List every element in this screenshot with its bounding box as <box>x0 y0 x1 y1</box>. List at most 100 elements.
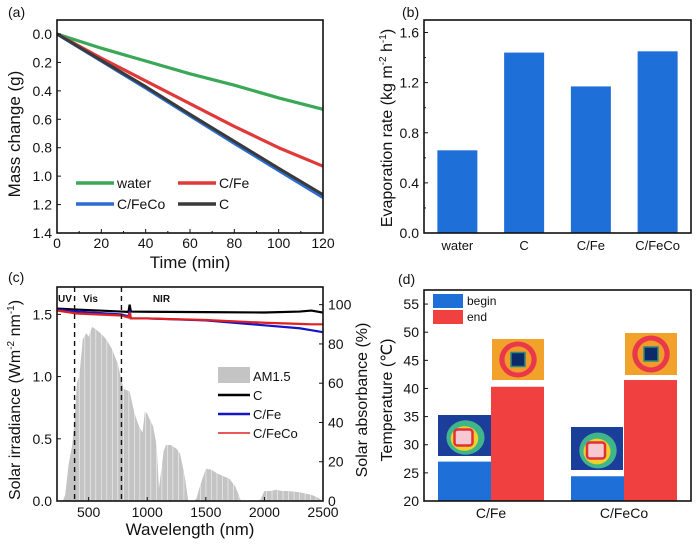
legend-label: C <box>219 196 229 212</box>
series-line-c-fe <box>56 32 324 168</box>
y-tick-label: 0.4 <box>400 175 420 191</box>
y-tick-label: 50 <box>403 324 419 340</box>
legend-label: AM1.5 <box>253 369 291 384</box>
y-tick-label: 20 <box>403 493 419 509</box>
thermal-image-c-feco-begin <box>571 427 623 470</box>
y-tick-label: 0.2 <box>33 54 53 70</box>
y-tick-label: 25 <box>403 465 419 481</box>
panel-c-absorbance-series <box>56 304 324 334</box>
thermal-core <box>510 351 526 368</box>
panel-d-ylabel: Temperature (℃) <box>379 339 396 462</box>
panel-a-ylabel: Mass change (g) <box>5 71 24 198</box>
y-right-tick-label: 20 <box>328 454 344 470</box>
y-tick-label: 0.6 <box>33 111 53 127</box>
absorbance-line-c <box>56 304 324 314</box>
region-label-nir: NIR <box>153 294 171 305</box>
x-tick-label: 500 <box>77 504 101 520</box>
thermal-core <box>585 441 607 460</box>
panel-d-thermal-images <box>438 333 677 470</box>
thermal-image-c-fe-end <box>492 339 544 380</box>
y-tick-label: 45 <box>403 352 419 368</box>
bar-end-c-fe <box>491 386 544 501</box>
x-tick-label: C <box>519 238 528 253</box>
x-tick-label: 1000 <box>132 504 163 520</box>
thermal-core <box>453 428 474 447</box>
ylabel-end: ) <box>379 29 396 34</box>
ylabel-mid: h <box>379 43 396 56</box>
panel-d-axes: 20 25 30 35 40 45 50 55 <box>403 289 692 509</box>
legend-label: C/FeCo <box>253 426 298 441</box>
legend-label: C/Fe <box>253 407 281 422</box>
absorbance-line-c-feco <box>56 309 323 326</box>
ylabel-sup1: -2 <box>6 340 17 349</box>
x-tick-label: C/FeCo <box>600 505 648 521</box>
legend-label: C <box>253 388 262 403</box>
region-label-uv: UV <box>58 294 72 305</box>
thermal-image-c-fe-begin <box>438 415 491 456</box>
panel-d-legend: begin end <box>433 294 496 324</box>
legend-swatch-begin <box>433 294 463 308</box>
y-left-tick-label: 1.0 <box>33 369 53 385</box>
x-tick-label: 80 <box>227 235 243 251</box>
ylabel-end: ) <box>7 300 24 305</box>
plot-frame <box>56 286 324 502</box>
panel-c-label: (c) <box>8 269 24 285</box>
y-tick-label: 55 <box>403 296 419 312</box>
x-tick-label: 0 <box>53 235 61 251</box>
panel-b-ylabel: Evaporation rate (kg m-2 h-1) <box>378 29 396 227</box>
x-tick-label: C/Fe <box>577 238 605 253</box>
y-tick-label: 1.0 <box>33 168 53 184</box>
bar-begin-c-feco <box>571 476 624 501</box>
y-left-tick-label: 0.5 <box>33 431 53 447</box>
x-tick-label: 100 <box>267 235 291 251</box>
series-line-water <box>56 32 324 111</box>
panel-d-bars: C/Fe C/FeCo <box>438 380 677 521</box>
legend-label: end <box>467 310 487 324</box>
region-label-vis: Vis <box>83 294 98 305</box>
ylabel-sup2: -1 <box>6 305 17 314</box>
y-right-tick-label: 0 <box>328 493 336 509</box>
am15-area <box>62 326 323 501</box>
thermal-image-c-feco-end <box>625 333 677 375</box>
panel-c: (c) 500 1000 1500 2000 2500 0.0 0.5 1.0 1.5 0 20 40… <box>6 269 371 539</box>
x-tick-label: 120 <box>311 235 335 251</box>
bar-c-fe <box>570 86 611 233</box>
panel-a-legend: water C/Fe C/FeCo C <box>76 175 250 212</box>
panel-b-axes: 0.0 0.4 0.8 1.2 1.6 <box>400 19 692 241</box>
y-tick-label: 1.6 <box>400 25 420 41</box>
bar-end-c-feco <box>624 380 677 501</box>
x-tick-label: water <box>440 238 473 253</box>
bar-begin-c-fe <box>438 461 491 501</box>
y-tick-label: 40 <box>403 380 419 396</box>
bar-c <box>504 52 545 233</box>
y-tick-label: 0.0 <box>33 26 53 42</box>
x-tick-label: 60 <box>182 235 198 251</box>
x-tick-label: 1500 <box>190 504 221 520</box>
y-tick-label: 35 <box>403 409 419 425</box>
y-tick-label: 0.8 <box>400 125 420 141</box>
panel-c-legend: AM1.5 C C/Fe C/FeCo <box>218 367 298 441</box>
y-left-tick-label: 1.5 <box>33 306 53 322</box>
y-right-tick-label: 100 <box>328 297 352 313</box>
x-tick-label: C/Fe <box>476 505 507 521</box>
y-tick-label: 0.8 <box>33 140 53 156</box>
panel-d: (d) C/Fe C/FeCo 20 25 30 35 40 45 50 55 Temperat… <box>379 271 692 521</box>
panel-c-ylabel-right: Solar absorbance (%) <box>354 323 371 478</box>
thermal-core <box>643 346 659 362</box>
y-tick-label: 0.0 <box>400 225 420 241</box>
x-tick-label: 20 <box>94 235 110 251</box>
panel-b: (b) water C C/Fe C/FeCo 0.0 0.4 0.8 1.2 1.6 Eva… <box>378 4 692 253</box>
y-tick-label: 1.4 <box>33 225 53 241</box>
y-right-tick-label: 80 <box>328 336 344 352</box>
panel-a-axes: 0 20 40 60 80 100 120 0.0 0.2 0.4 0.6 0.8 1.0 1.2 1.4 <box>33 19 335 251</box>
ylabel-base: Solar irradiance (Wm <box>7 350 24 500</box>
panel-b-bars: water C C/Fe C/FeCo <box>437 51 680 253</box>
bar-water <box>437 150 478 233</box>
panel-c-xlabel: Wavelength (nm) <box>126 520 255 539</box>
ylabel-base: Evaporation rate (kg m <box>379 65 396 227</box>
x-tick-label: 2500 <box>307 504 338 520</box>
legend-label: water <box>116 175 152 191</box>
panel-a-label: (a) <box>8 4 25 20</box>
x-tick-label: 2000 <box>249 504 280 520</box>
